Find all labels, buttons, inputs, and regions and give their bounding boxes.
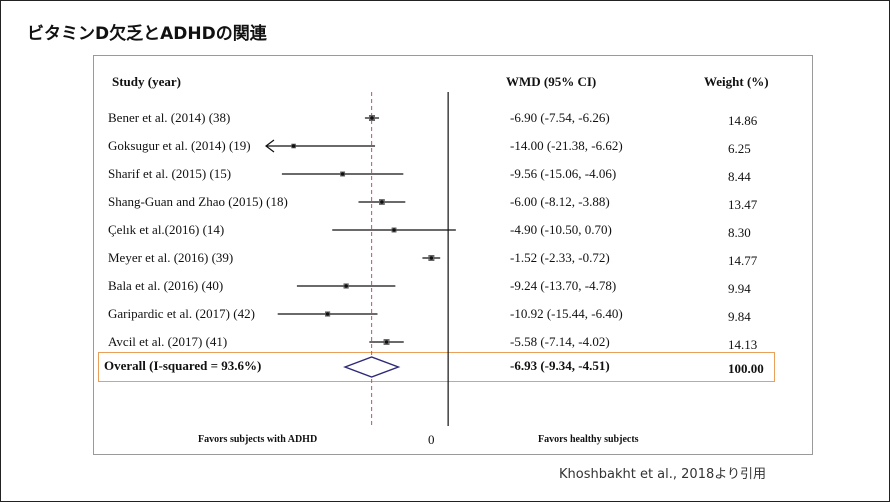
slide-title: ビタミンD欠乏とADHDの関連	[27, 24, 267, 44]
point-estimate	[344, 284, 348, 288]
header-wmd: WMD (95% CI)	[506, 74, 597, 89]
footer-zero-label: 0	[428, 432, 435, 447]
point-estimate	[384, 340, 389, 344]
overall-weight: 100.00	[728, 361, 764, 376]
point-estimate	[429, 256, 434, 260]
study-weight: 14.77	[728, 253, 758, 268]
header-weight: Weight (%)	[704, 74, 769, 89]
overall-diamond	[343, 356, 401, 378]
study-wmd-ci: -9.56 (-15.06, -4.06)	[510, 166, 617, 181]
study-label: Goksugur et al. (2014) (19)	[108, 138, 251, 153]
footer-favors-adhd: Favors subjects with ADHD	[198, 434, 318, 445]
study-weight: 9.84	[728, 309, 751, 324]
point-estimate	[380, 200, 384, 204]
ci-arrow	[265, 139, 275, 153]
citation-credit: Khoshbakht et al., 2018より引用	[559, 467, 766, 482]
study-weight: 8.44	[728, 169, 751, 184]
study-label: Meyer et al. (2016) (39)	[108, 250, 234, 265]
point-estimate	[370, 116, 374, 120]
study-wmd-ci: -1.52 (-2.33, -0.72)	[510, 250, 610, 265]
forest-plot	[265, 92, 456, 426]
study-label: Bala et al. (2016) (40)	[108, 278, 224, 293]
header-study: Study (year)	[112, 74, 181, 89]
overall-label: Overall (I-squared = 93.6%)	[104, 358, 262, 373]
study-weight: 14.13	[728, 337, 758, 352]
study-wmd-ci: -14.00 (-21.38, -6.62)	[510, 138, 623, 153]
overall-wmd-ci: -6.93 (-9.34, -4.51)	[510, 358, 610, 373]
study-label: Garipardic et al. (2017) (42)	[108, 306, 255, 321]
study-wmd-ci: -10.92 (-15.44, -6.40)	[510, 306, 623, 321]
study-wmd-ci: -6.00 (-8.12, -3.88)	[510, 194, 610, 209]
point-estimate	[340, 172, 345, 176]
study-label: Sharif et al. (2015) (15)	[108, 166, 232, 181]
overall-highlight-box	[98, 352, 775, 382]
study-weight: 8.30	[728, 225, 751, 240]
study-wmd-ci: -6.90 (-7.54, -6.26)	[510, 110, 610, 125]
point-estimate	[392, 228, 396, 232]
study-wmd-ci: -4.90 (-10.50, 0.70)	[510, 222, 612, 237]
study-label: Avcil et al. (2017) (41)	[108, 334, 228, 349]
study-weight: 6.25	[728, 141, 751, 156]
study-weight: 13.47	[728, 197, 758, 212]
study-weight: 14.86	[728, 113, 758, 128]
forest-plot-figure: Study (year) WMD (95% CI) Weight (%) Ben…	[93, 55, 813, 455]
study-label: Çelık et al.(2016) (14)	[108, 222, 225, 237]
footer-favors-healthy: Favors healthy subjects	[538, 434, 639, 445]
point-estimate	[291, 144, 296, 148]
study-wmd-ci: -5.58 (-7.14, -4.02)	[510, 334, 610, 349]
study-label: Bener et al. (2014) (38)	[108, 110, 231, 125]
point-estimate	[325, 312, 330, 316]
study-label: Shang-Guan and Zhao (2015) (18)	[108, 194, 288, 209]
study-wmd-ci: -9.24 (-13.70, -4.78)	[510, 278, 617, 293]
study-weight: 9.94	[728, 281, 751, 296]
